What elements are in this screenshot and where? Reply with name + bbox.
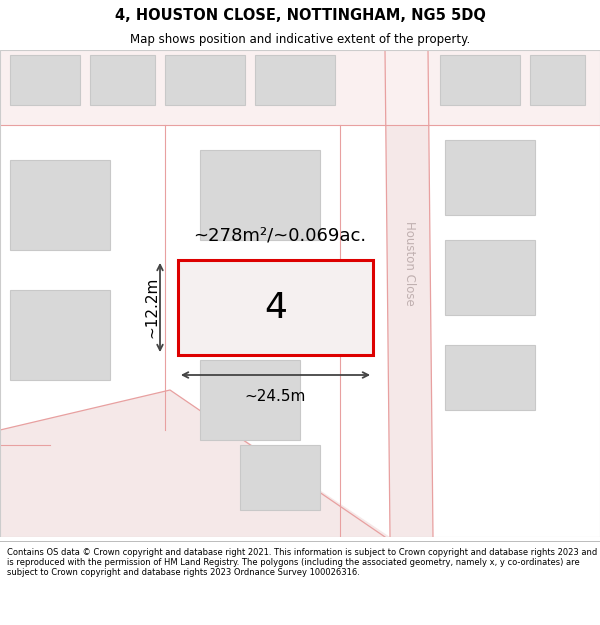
Polygon shape	[0, 390, 390, 537]
Bar	[200, 360, 300, 440]
Text: Map shows position and indicative extent of the property.: Map shows position and indicative extent…	[130, 32, 470, 46]
Bar	[440, 55, 520, 105]
Bar	[530, 55, 585, 105]
Bar	[445, 345, 535, 410]
Text: ~24.5m: ~24.5m	[245, 389, 306, 404]
Bar	[200, 150, 320, 240]
Bar	[255, 55, 335, 105]
Bar	[445, 240, 535, 315]
Text: 4, HOUSTON CLOSE, NOTTINGHAM, NG5 5DQ: 4, HOUSTON CLOSE, NOTTINGHAM, NG5 5DQ	[115, 8, 485, 22]
Bar	[240, 445, 320, 510]
Bar	[165, 55, 245, 105]
Text: ~278m²/~0.069ac.: ~278m²/~0.069ac.	[193, 226, 366, 244]
Bar	[90, 55, 155, 105]
Text: 4: 4	[264, 291, 287, 324]
Bar	[223, 272, 323, 342]
Text: Houston Close: Houston Close	[403, 221, 416, 306]
Bar	[10, 290, 110, 380]
Polygon shape	[385, 50, 433, 537]
Bar	[0, 50, 600, 125]
Bar	[10, 55, 80, 105]
Bar	[10, 160, 110, 250]
Text: ~12.2m: ~12.2m	[145, 277, 160, 338]
Text: Contains OS data © Crown copyright and database right 2021. This information is : Contains OS data © Crown copyright and d…	[7, 548, 598, 578]
Bar	[445, 140, 535, 215]
Bar	[178, 260, 373, 355]
